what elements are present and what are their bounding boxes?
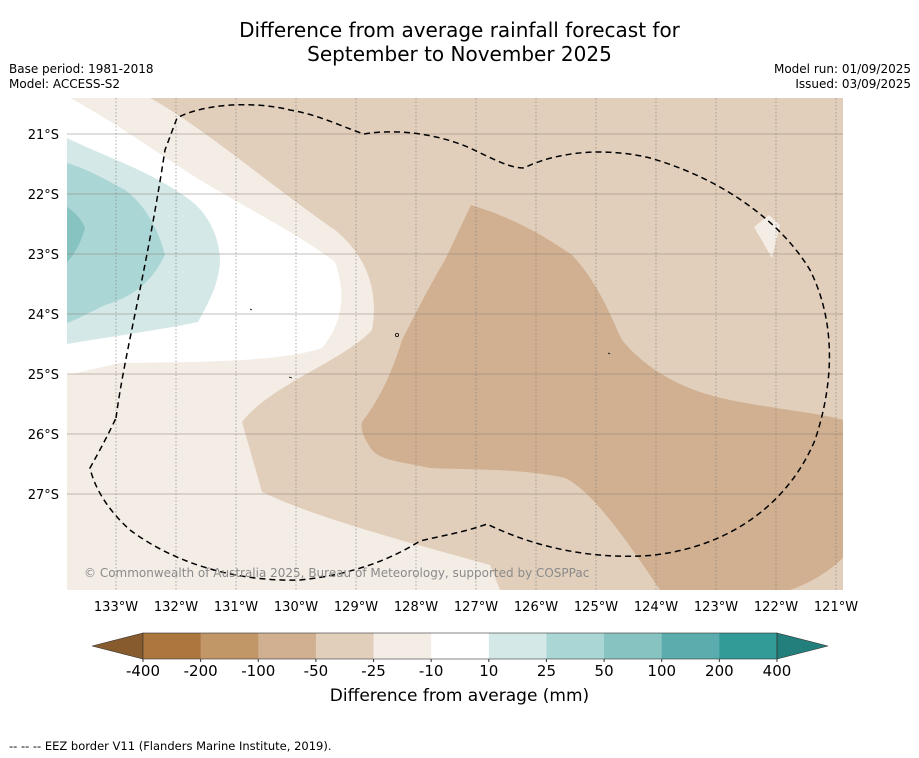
- lon-label: 133°W: [94, 600, 138, 615]
- colorbar-swatch: [373, 633, 432, 659]
- colorbar-tick-label: 200: [705, 662, 734, 680]
- lon-label: 126°W: [514, 600, 558, 615]
- colorbar-swatch: [604, 633, 663, 659]
- base-period-text: Base period: 1981-2018: [9, 62, 154, 76]
- lon-label: 130°W: [274, 600, 318, 615]
- lat-label: 24°S: [28, 308, 59, 323]
- island-marker: [288, 376, 293, 379]
- lat-label: 23°S: [28, 248, 59, 263]
- colorbar-tick-label: -50: [304, 662, 329, 680]
- graticule: [67, 98, 843, 590]
- latitude-lines: [67, 133, 843, 495]
- colorbar-extend-low: [91, 632, 144, 660]
- colorbar-tick-label: 10: [479, 662, 498, 680]
- lat-label: 27°S: [28, 488, 59, 503]
- model-text: Model: ACCESS-S2: [9, 77, 121, 91]
- lon-label: 123°W: [694, 600, 738, 615]
- colorbar-swatch: [488, 633, 547, 659]
- colorbar-tick-label: -400: [126, 662, 160, 680]
- colorbar-tick-label: 400: [763, 662, 792, 680]
- longitude-labels: 133°W 132°W 131°W 130°W 129°W 128°W 127°…: [94, 600, 858, 615]
- lat-label: 22°S: [28, 188, 59, 203]
- lon-label: 128°W: [394, 600, 438, 615]
- colorbar-title: Difference from average (mm): [329, 686, 590, 706]
- region-dry-10-25-patch: [754, 215, 780, 258]
- copyright-notice: © Commonwealth of Australia 2025, Bureau…: [84, 566, 590, 580]
- colorbar-tick-label: -10: [419, 662, 444, 680]
- lon-label: 129°W: [334, 600, 378, 615]
- issued-text: Issued: 03/09/2025: [795, 77, 911, 91]
- colorbar-swatch: [546, 633, 605, 659]
- colorbar-swatch: [661, 633, 720, 659]
- colorbar-tick-label: 100: [647, 662, 676, 680]
- region-wet-50-100: [67, 207, 85, 262]
- colorbar-extend-high: [776, 632, 829, 660]
- region-wet-25-50: [67, 163, 165, 323]
- lat-label: 21°S: [28, 128, 59, 143]
- lon-label: 122°W: [754, 600, 798, 615]
- lon-label: 125°W: [574, 600, 618, 615]
- lat-label: 26°S: [28, 428, 59, 443]
- colorbar-tick-label: 25: [537, 662, 556, 680]
- colorbar-tick-label: -100: [241, 662, 275, 680]
- island-marker: [394, 332, 399, 337]
- lon-label: 131°W: [214, 600, 258, 615]
- colorbar-swatch: [143, 633, 202, 659]
- latitude-labels: 21°S 22°S 23°S 24°S 25°S 26°S 27°S: [28, 128, 59, 503]
- island-marker: [249, 308, 253, 311]
- lon-label: 132°W: [154, 600, 198, 615]
- colorbar-frame: [142, 632, 778, 660]
- title-line-2: September to November 2025: [307, 42, 612, 66]
- model-run-text: Model run: 01/09/2025: [773, 62, 911, 76]
- eez-footnote: -- -- -- EEZ border V11 (Flanders Marine…: [9, 739, 332, 753]
- map-area: [67, 98, 843, 590]
- base-info: Base period: 1981-2018 Model: ACCESS-S2: [9, 62, 154, 92]
- colorbar: [91, 632, 829, 662]
- lat-label: 25°S: [28, 368, 59, 383]
- colorbar-tick-label: -25: [361, 662, 386, 680]
- map-title: Difference from average rainfall forecas…: [0, 18, 919, 66]
- colorbar-tick-label: -200: [184, 662, 218, 680]
- island-marker: [607, 352, 611, 355]
- longitude-lines: [115, 98, 837, 590]
- islands: [249, 308, 611, 379]
- lon-label: 127°W: [454, 600, 498, 615]
- title-line-1: Difference from average rainfall forecas…: [239, 18, 680, 42]
- run-info: Model run: 01/09/2025 Issued: 03/09/2025: [774, 62, 911, 92]
- colorbar-swatch: [719, 633, 778, 659]
- colorbar-swatch: [315, 633, 375, 659]
- lon-label: 124°W: [634, 600, 678, 615]
- colorbar-swatch: [258, 633, 317, 659]
- colorbar-tick-label: 50: [595, 662, 614, 680]
- colorbar-tick-labels: -400 -200 -100 -50 -25 -10 10 25 50 100 200 400: [126, 662, 791, 680]
- eez-border: [89, 103, 831, 581]
- colorbar-swatch: [431, 633, 490, 659]
- lon-label: 121°W: [814, 600, 858, 615]
- colorbar-swatch: [200, 633, 259, 659]
